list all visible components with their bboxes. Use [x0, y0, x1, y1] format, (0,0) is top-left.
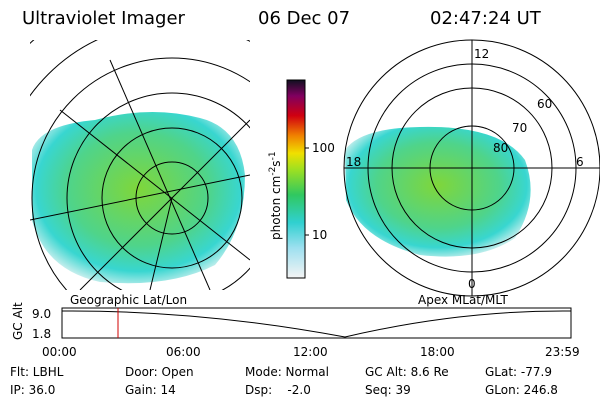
unit: s	[269, 160, 283, 166]
info-field: GC Alt: 8.6 Re	[365, 365, 449, 379]
alt-xtick: 00:00	[42, 345, 77, 359]
info-field: Seq: 39	[365, 383, 411, 397]
info-field: Gain: 14	[125, 383, 176, 397]
info-field: Mode: Normal	[245, 365, 329, 379]
unit: photon cm	[269, 176, 283, 240]
unit-exp: -1	[268, 151, 278, 160]
alt-xtick: 23:59	[545, 345, 580, 359]
info-field: Flt: LBHL	[10, 365, 64, 379]
mlt-label: 0	[468, 277, 476, 291]
colorbar-label: photon cm-2s-1	[268, 151, 283, 240]
info-block: Flt: LBHL Door: Open Mode: Normal GC Alt: 8…	[10, 365, 558, 397]
unit-exp: -2	[268, 167, 278, 176]
date: 06 Dec 07	[258, 8, 350, 29]
panel-label: Apex MLat/MLT	[418, 293, 508, 307]
alt-xtick: 06:00	[166, 345, 201, 359]
info-field: IP: 36.0	[10, 383, 55, 397]
alt-xtick: 18:00	[420, 345, 455, 359]
lat-label: 60	[537, 97, 552, 111]
geo-grid	[30, 40, 250, 290]
colorbar	[286, 79, 306, 279]
lat-label: 70	[512, 121, 527, 135]
info-field: Dsp: -2.0	[245, 383, 311, 397]
time: 02:47:24 UT	[430, 8, 542, 29]
colorbar-tick-label: 10	[312, 228, 327, 242]
mlt-label: 6	[576, 155, 584, 169]
alt-ytick: 1.8	[32, 327, 51, 341]
mlt-label: 18	[346, 155, 361, 169]
info-field: GLon: 246.8	[485, 383, 558, 397]
instrument: Ultraviolet Imager	[22, 8, 186, 29]
polar-grid	[343, 39, 600, 297]
info-field: Door: Open	[125, 365, 194, 379]
info-field: GLat: -77.9	[485, 365, 552, 379]
mlt-label: 12	[474, 47, 489, 61]
alt-xtick: 12:00	[293, 345, 328, 359]
geo-map	[30, 40, 250, 290]
alt-ylabel: GC Alt	[11, 302, 25, 340]
alt-ytick: 9.0	[32, 307, 51, 321]
alt-curve	[61, 310, 572, 338]
lat-label: 80	[493, 141, 508, 155]
colorbar-tick-label: 100	[312, 141, 335, 155]
alt-plot-frame	[61, 307, 572, 339]
panel-label: Geographic Lat/Lon	[70, 293, 187, 307]
